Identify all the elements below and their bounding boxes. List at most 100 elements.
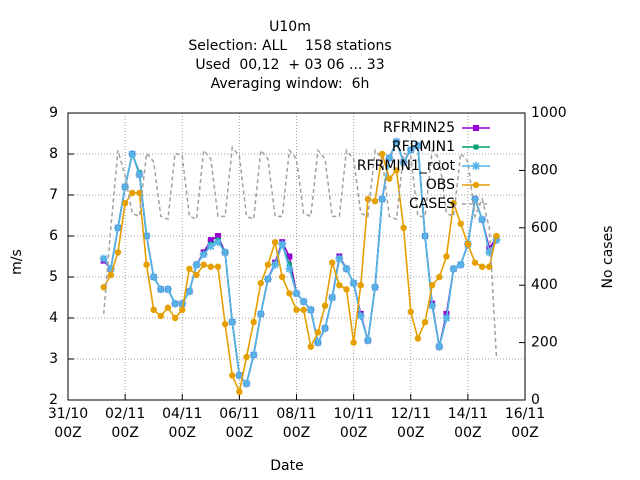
x-tick-label: 31/10 00Z <box>47 406 89 441</box>
marker <box>471 259 479 266</box>
marker <box>486 245 493 252</box>
marker <box>228 318 237 327</box>
marker <box>478 263 486 270</box>
marker <box>185 287 194 296</box>
marker <box>449 264 458 273</box>
marker <box>363 336 372 345</box>
marker <box>157 312 165 320</box>
marker <box>393 167 400 174</box>
y2-tick-label: 1000 <box>531 105 567 121</box>
y-tick-label: 8 <box>49 146 58 162</box>
marker <box>492 236 501 245</box>
marker <box>213 238 222 247</box>
marker <box>392 137 401 146</box>
marker <box>136 189 143 197</box>
marker <box>286 290 293 297</box>
marker <box>435 342 444 351</box>
y-tick-label: 6 <box>49 228 58 244</box>
y2-tick-label: 400 <box>531 277 558 293</box>
y-tick-label: 4 <box>49 310 58 326</box>
marker <box>478 215 487 224</box>
marker <box>249 350 258 359</box>
marker <box>414 335 422 342</box>
x-tick-label: 04/11 00Z <box>162 406 203 441</box>
x-axis-label: Date <box>270 458 303 474</box>
marker <box>442 314 451 322</box>
y-tick-label: 2 <box>49 392 58 408</box>
legend-label: RFRMIN1 <box>392 139 455 155</box>
marker <box>178 299 187 308</box>
marker <box>428 282 436 289</box>
marker <box>285 264 294 273</box>
x-tick-label: 06/11 00Z <box>219 406 260 441</box>
marker <box>329 259 336 266</box>
series-line <box>102 145 498 357</box>
marker <box>350 339 357 346</box>
marker <box>256 309 265 318</box>
legend-label: RFRMIN1_root <box>357 158 456 174</box>
chart-title: U10m <box>269 19 311 35</box>
marker <box>121 200 129 207</box>
marker <box>456 260 465 269</box>
marker <box>472 162 480 170</box>
marker <box>293 306 300 313</box>
marker <box>271 238 279 246</box>
legend-label: CASES <box>409 196 455 212</box>
marker <box>406 145 415 154</box>
marker <box>279 273 286 281</box>
legend-label: OBS <box>426 177 455 193</box>
marker <box>421 232 430 240</box>
marker <box>142 232 151 240</box>
y-tick-label: 5 <box>49 269 58 285</box>
marker <box>386 175 393 182</box>
marker <box>143 261 150 268</box>
marker <box>150 306 157 313</box>
marker <box>342 264 351 273</box>
marker <box>263 275 272 284</box>
marker <box>307 343 314 350</box>
marker <box>356 311 365 320</box>
marker <box>236 388 243 395</box>
marker <box>473 125 479 131</box>
marker <box>156 285 165 294</box>
marker <box>343 286 350 293</box>
marker <box>300 306 307 313</box>
marker <box>378 195 387 204</box>
marker <box>471 195 480 204</box>
marker <box>163 285 172 294</box>
y2-tick-label: 600 <box>531 220 558 236</box>
marker <box>128 150 137 158</box>
marker <box>106 264 115 273</box>
marker <box>286 253 293 260</box>
marker <box>407 308 414 316</box>
marker <box>428 301 437 310</box>
marker <box>186 265 193 272</box>
marker <box>328 293 337 302</box>
x-tick-label: 12/11 00Z <box>390 406 431 441</box>
y-tick-label: 7 <box>49 187 58 203</box>
y2-tick-label: 200 <box>531 335 558 351</box>
marker <box>378 150 386 158</box>
marker <box>235 371 244 380</box>
marker <box>335 254 344 263</box>
marker <box>129 189 136 197</box>
marker <box>164 304 172 311</box>
marker <box>493 232 500 240</box>
marker <box>135 170 144 179</box>
marker <box>457 220 464 227</box>
y-axis-label: m/s <box>9 249 25 275</box>
marker <box>400 224 407 231</box>
marker <box>371 283 380 292</box>
plot-frame <box>67 112 526 401</box>
marker <box>207 237 214 244</box>
marker <box>99 254 108 263</box>
legend-label: RFRMIN25 <box>383 120 455 136</box>
marker <box>221 248 230 257</box>
marker <box>271 260 280 269</box>
marker <box>149 273 158 281</box>
marker <box>321 324 330 333</box>
y2-tick-label: 800 <box>531 162 558 178</box>
x-tick-label: 14/11 00Z <box>447 406 489 441</box>
marker <box>292 289 301 298</box>
